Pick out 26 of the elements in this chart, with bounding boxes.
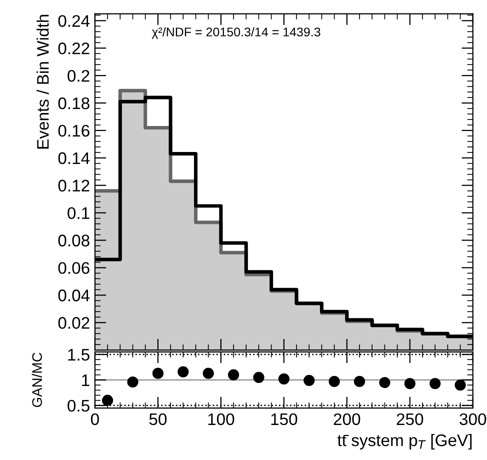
x-tick-label: 150: [271, 413, 298, 426]
y-tick-label: 0.02: [58, 317, 90, 329]
x-axis-title: tt̄ system p$_{T}$ [GeV]: [337, 434, 472, 450]
x-tick-label: 50: [149, 413, 167, 426]
y-tick-label: 0.16: [58, 124, 90, 137]
x-tick-label: 200: [334, 413, 360, 426]
y-tick-label: 0.14: [58, 152, 90, 164]
y-tick-label: 0.2: [68, 70, 90, 82]
y-tick-label: 1: [82, 374, 90, 386]
y-tick-label: 0.22: [58, 42, 90, 54]
y-tick-label: 0.24: [58, 15, 90, 27]
y-tick-label: 1.5: [68, 349, 90, 361]
y-tick-label: 0.12: [58, 180, 90, 192]
y-axis-title: GAN/MC: [32, 352, 42, 408]
y-tick-label: 0.1: [68, 207, 90, 220]
annotation: χ²/NDF = 20150.3/14 = 1439.3: [152, 27, 320, 39]
y-tick-label: 0.04: [58, 290, 90, 302]
x-tick-label: 250: [396, 413, 424, 426]
y-tick-label: 0.5: [68, 400, 90, 412]
x-tick-label: 300: [460, 413, 486, 426]
y-axis-title: Events / Bin Width: [36, 14, 49, 149]
y-tick-label: 0.18: [58, 97, 90, 110]
x-tick-label: 100: [208, 413, 234, 426]
y-tick-label: 0.06: [58, 262, 90, 274]
y-tick-label: 0.08: [58, 234, 90, 246]
x-tick-label: 0: [90, 413, 99, 426]
